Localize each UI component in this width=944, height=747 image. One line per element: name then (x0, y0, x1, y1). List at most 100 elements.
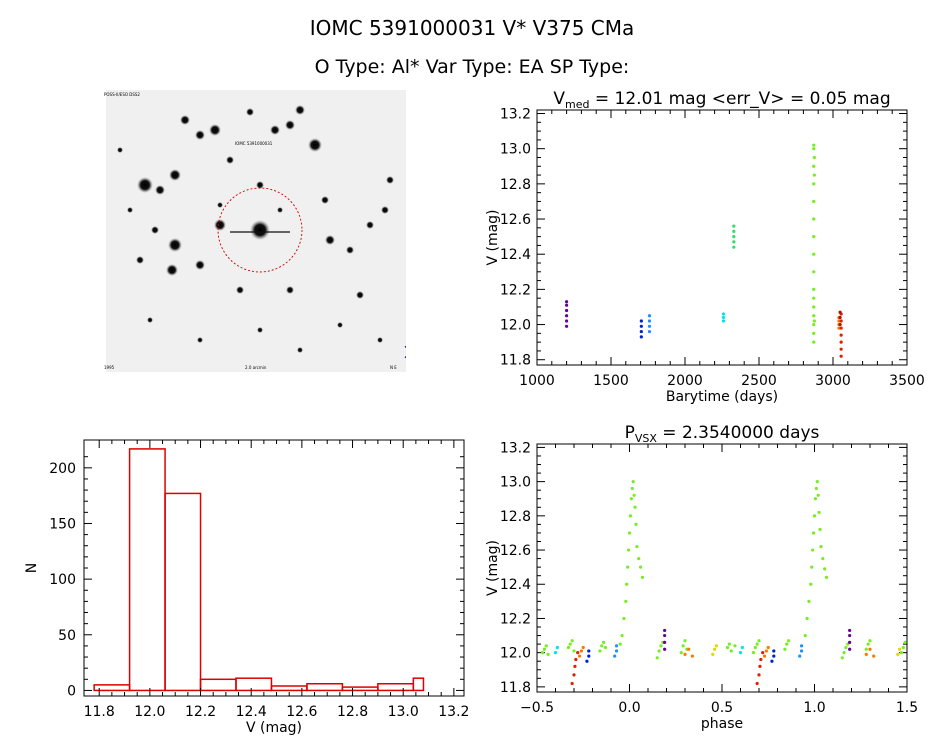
finder-label-scale: 2.0 arcmin (245, 365, 267, 370)
histogram-xtick-label: 12.8 (337, 704, 368, 720)
lightcurve-point (732, 229, 736, 233)
lightcurve-xtick-label: 2500 (741, 373, 777, 389)
phased-point (690, 654, 695, 658)
lightcurve-point (812, 217, 816, 221)
phased-point (772, 649, 776, 653)
phased-point (824, 575, 829, 580)
phased-point (798, 654, 802, 658)
lightcurve-ytick-label: 12.0 (500, 318, 531, 334)
phased-point (634, 522, 638, 526)
phased-point (659, 644, 663, 648)
lightcurve-point (565, 319, 569, 323)
lightcurve-xtick-label: 2000 (667, 373, 703, 389)
field-star (195, 130, 205, 140)
field-star (197, 337, 203, 343)
phased-point (840, 656, 844, 660)
field-star (366, 221, 374, 229)
phased-point (574, 657, 578, 662)
lightcurve-point (839, 326, 843, 330)
histogram-xtick-label: 12.4 (236, 704, 267, 720)
field-star (195, 260, 205, 270)
lightcurve-point (565, 308, 569, 313)
phased-point (733, 644, 737, 648)
field-star (180, 115, 190, 125)
lightcurve-point (565, 303, 569, 307)
lightcurve-point (732, 240, 736, 244)
phased-point (848, 640, 852, 645)
phased-point (598, 649, 602, 653)
phased-point (600, 644, 604, 648)
field-star (256, 181, 264, 189)
phased-point (631, 480, 635, 484)
lightcurve-point (647, 324, 652, 328)
phased-point (573, 664, 577, 668)
histogram-ytick-label: 100 (49, 572, 76, 588)
phased-point (811, 548, 815, 552)
field-star (217, 202, 223, 208)
histogram-bar (377, 683, 415, 692)
phased-point (639, 565, 643, 569)
phased-point (740, 645, 744, 650)
target-star (250, 220, 270, 240)
phased-point (903, 640, 907, 645)
finder-label-survey: POSS-II/ESO DSS2 (104, 92, 140, 97)
lightcurve-point (837, 319, 841, 323)
phased-point (758, 664, 762, 668)
field-star (155, 185, 165, 195)
phased-point (540, 651, 545, 655)
phased-point (572, 673, 576, 677)
lightcurve-xtick-label: 1000 (519, 373, 555, 389)
phased-point (632, 493, 636, 497)
histogram-xtick-label: 13.0 (388, 704, 419, 720)
phased-point (633, 505, 637, 509)
histogram-bar (306, 683, 344, 692)
histogram-bar (341, 686, 379, 692)
phased-point (663, 628, 667, 633)
phased-point (679, 651, 683, 655)
phased-point (757, 673, 761, 677)
phased-point (566, 645, 571, 650)
lightcurve-point (839, 333, 843, 337)
lightcurve-point (812, 322, 816, 327)
lightcurve-ytick-label: 12.2 (500, 282, 531, 298)
lightcurve-frame (536, 109, 908, 366)
phased-point (629, 497, 633, 501)
phased-point (766, 645, 770, 650)
phased-frame (536, 443, 908, 693)
lightcurve-ylabel: V (mag) (485, 209, 501, 265)
page-title: IOMC 5391000031 V* V375 CMa (309, 16, 635, 40)
phased-point (783, 647, 787, 651)
phased-point (807, 599, 811, 603)
target-circle (217, 187, 303, 273)
finder-label-epoch: 1995 (104, 365, 115, 370)
lightcurve-point (838, 322, 842, 327)
field-star (226, 156, 234, 164)
phased-point (681, 644, 685, 648)
phased-ytick-label: 12.8 (500, 509, 531, 525)
phased-point (864, 647, 868, 651)
lightcurve-ytick-label: 12.4 (500, 247, 531, 263)
field-star (285, 120, 295, 130)
lightcurve-point (812, 143, 816, 147)
phased-point (817, 510, 821, 515)
lightcurve-point (565, 324, 569, 328)
field-star (277, 207, 283, 213)
phased-point (546, 652, 550, 656)
field-star (236, 286, 244, 294)
lightcurve-point (732, 235, 736, 239)
lightcurve-point (639, 319, 643, 323)
phased-ytick-label: 12.6 (500, 543, 531, 559)
phased-point (714, 644, 719, 648)
field-star (136, 256, 144, 264)
phased-point (553, 651, 558, 655)
phased-point (755, 642, 759, 646)
phased-title: PVSX = 2.3540000 days (625, 423, 820, 445)
field-star (147, 317, 153, 323)
phased-point (901, 645, 905, 650)
phased-point (663, 633, 667, 638)
lightcurve-point (812, 319, 816, 323)
lightcurve-point (812, 296, 816, 300)
field-star (337, 322, 343, 328)
phased-point (772, 654, 776, 658)
